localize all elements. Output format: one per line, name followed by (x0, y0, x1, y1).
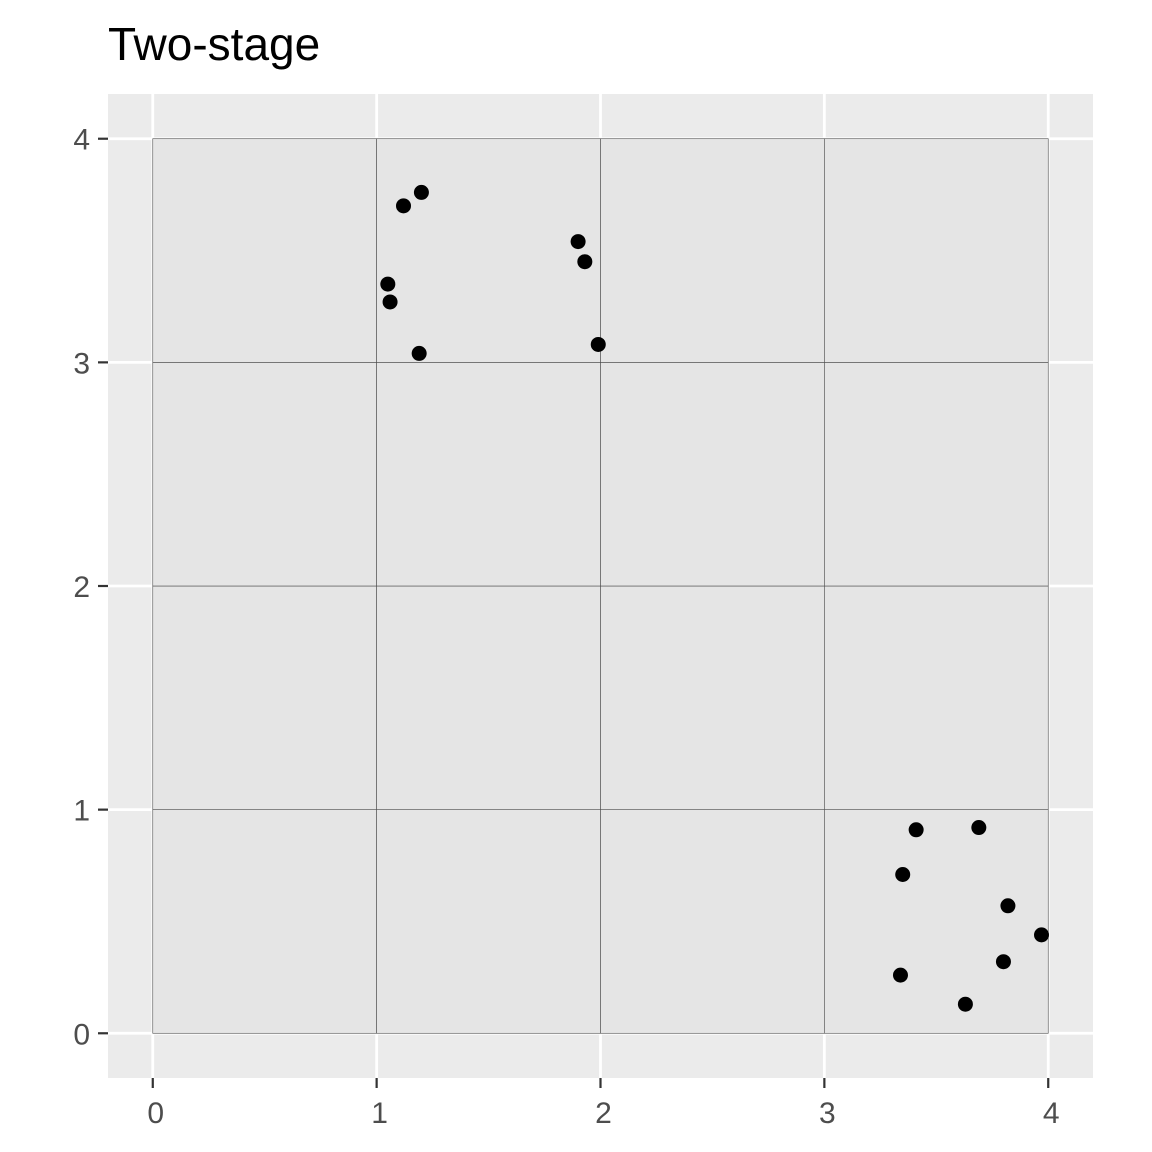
grid-cell-2-1 (600, 585, 825, 810)
grid-cell-3-0 (824, 809, 1049, 1034)
data-point (971, 820, 987, 836)
grid-cell-3-1 (824, 585, 1049, 810)
data-point (396, 198, 411, 214)
grid-cell-2-2 (600, 362, 825, 587)
grid-cell-0-2 (152, 362, 377, 587)
grid-cell-1-1 (376, 585, 601, 810)
y-tick-label: 2 (73, 571, 90, 604)
y-tick-label: 0 (73, 1018, 90, 1051)
x-tick-label: 3 (819, 1097, 836, 1130)
grid-cells (152, 138, 1049, 1034)
y-tick-label: 4 (73, 124, 90, 157)
data-point (380, 276, 396, 292)
data-points (380, 184, 1050, 1012)
x-tick-label: 4 (1043, 1097, 1060, 1130)
data-point (995, 954, 1011, 970)
data-point (411, 345, 427, 361)
data-point (892, 967, 908, 983)
data-point (577, 254, 593, 270)
y-tick-label: 3 (73, 347, 90, 380)
grid-cell-1-0 (376, 809, 601, 1034)
data-point (570, 234, 586, 250)
data-point (382, 294, 398, 310)
data-point (908, 822, 924, 838)
data-point (895, 866, 911, 882)
chart-title: Two-stage (108, 18, 320, 70)
grid-cell-1-2 (376, 362, 601, 587)
data-point (957, 996, 973, 1012)
data-point (590, 336, 606, 352)
grid-cell-2-3 (600, 138, 825, 363)
grid-cell-0-0 (152, 809, 377, 1034)
y-axis: 0 1 2 3 4 (73, 124, 108, 1051)
x-tick-label: 2 (595, 1097, 612, 1130)
data-point (1000, 898, 1016, 914)
x-tick-label: 1 (371, 1097, 388, 1130)
x-axis: 0 1 2 3 4 (147, 1078, 1060, 1130)
grid-cell-3-2 (824, 362, 1049, 587)
grid-cell-0-3 (152, 138, 377, 363)
grid-cell-0-1 (152, 585, 377, 810)
grid-cell-2-0 (600, 809, 825, 1034)
x-tick-label: 0 (147, 1097, 164, 1130)
grid-cell-1-3 (376, 138, 601, 363)
grid-cell-3-3 (824, 138, 1049, 363)
y-tick-label: 1 (73, 795, 90, 828)
data-point (413, 184, 429, 200)
data-point (1034, 927, 1050, 943)
